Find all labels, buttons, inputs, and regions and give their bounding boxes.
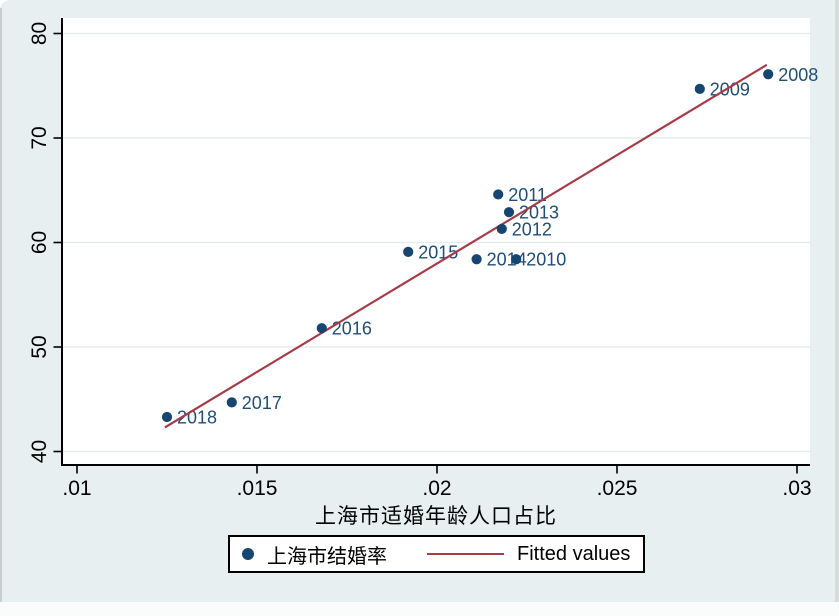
right-window-edge xyxy=(835,0,839,602)
data-point-2014 xyxy=(471,254,482,265)
legend-scatter-label: 上海市结婚率 xyxy=(267,545,387,568)
data-point-2008 xyxy=(763,69,774,80)
y-tick-label-70: 70 xyxy=(28,126,51,149)
y-tick-label-60: 60 xyxy=(28,231,51,254)
data-point-label-2017: 2017 xyxy=(242,393,282,413)
data-point-label-2016: 2016 xyxy=(332,319,372,339)
data-point-2009 xyxy=(694,83,705,94)
data-point-2018 xyxy=(161,411,173,423)
x-tick-label-.025: .025 xyxy=(597,477,638,500)
data-point-2012 xyxy=(496,223,507,235)
data-point-label-2018: 2018 xyxy=(177,408,217,428)
y-tick-label-40: 40 xyxy=(28,440,51,463)
data-point-2010 xyxy=(511,254,522,265)
data-point-2015 xyxy=(403,246,414,258)
data-point-2017 xyxy=(226,397,237,408)
x-axis-title: 上海市适婚年龄人口占比 xyxy=(315,505,557,528)
data-point-label-2011: 2011 xyxy=(508,185,547,205)
x-tick-label-.01: .01 xyxy=(62,477,91,500)
fitted-line xyxy=(164,63,768,429)
plot-region xyxy=(62,18,810,465)
legend-fitted-line-icon xyxy=(427,553,504,555)
data-point-2016 xyxy=(316,323,327,334)
legend-fitted-label: Fitted values xyxy=(517,542,631,565)
y-tick-label-50: 50 xyxy=(28,335,51,358)
data-point-label-2010: 2010 xyxy=(526,250,566,270)
data-point-2013 xyxy=(503,207,515,218)
x-tick-label-.03: .03 xyxy=(782,477,811,500)
x-tick-label-.015: .015 xyxy=(237,477,278,500)
left-window-edge xyxy=(0,8,2,602)
scatter-chart: .01.015.02.025.0340506070802008200920112… xyxy=(28,18,818,500)
bottom-window-band xyxy=(0,602,839,616)
y-tick-label-80: 80 xyxy=(28,22,51,45)
data-point-label-2008: 2008 xyxy=(778,65,818,85)
data-point-label-2012: 2012 xyxy=(512,219,552,239)
legend: 上海市结婚率 Fitted values xyxy=(228,535,645,573)
x-tick-label-.02: .02 xyxy=(422,477,451,500)
legend-scatter-marker-icon xyxy=(242,548,254,560)
data-point-label-2015: 2015 xyxy=(418,242,458,262)
data-point-2011 xyxy=(493,189,504,200)
